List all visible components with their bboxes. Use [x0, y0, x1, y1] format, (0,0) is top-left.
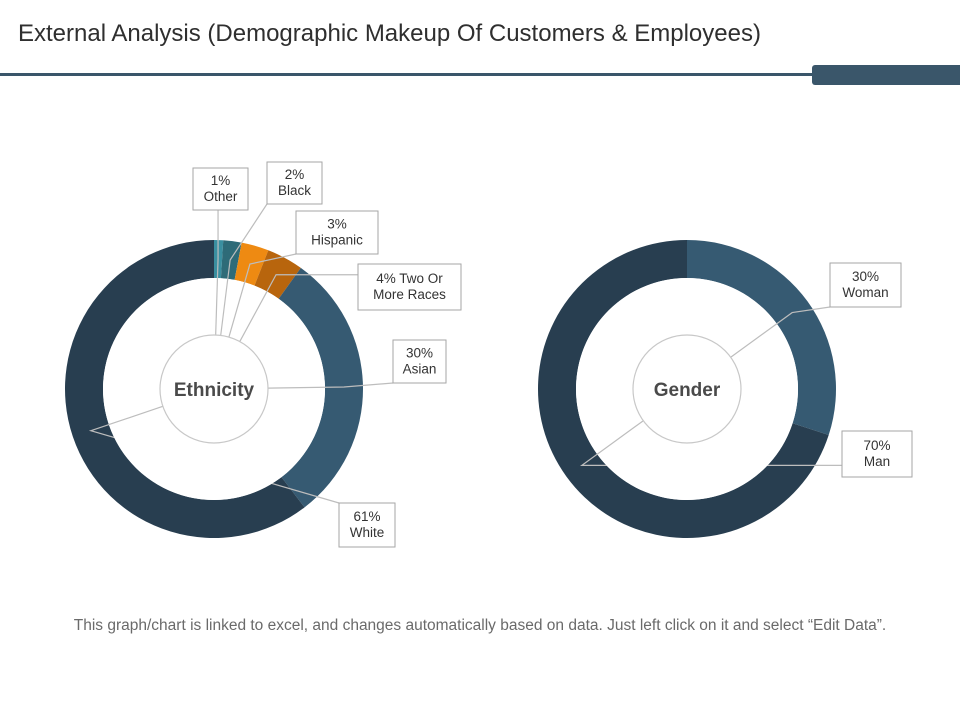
- ethnicity-spoke: [239, 291, 268, 342]
- callout-category-label: Hispanic: [311, 233, 363, 248]
- callout-value-label: 61%: [353, 509, 380, 524]
- callout-box: [829, 262, 902, 308]
- gender-spoke: [596, 420, 644, 455]
- callout-value-label: 30%: [852, 269, 879, 284]
- title-rule: [0, 73, 812, 76]
- callout-box: [357, 263, 462, 311]
- callout-box: [338, 502, 396, 548]
- ethnicity-callout-other: 1%Other: [192, 167, 249, 211]
- callout-category-label: White: [350, 525, 385, 540]
- ethnicity-donut-chart: Ethnicity 1%Other 2%Black 3%Hispanic 4% Two …: [65, 161, 462, 548]
- callout-category-label: More Races: [373, 287, 446, 302]
- callout-box: [266, 161, 323, 205]
- ethnicity-slice-asian[interactable]: [278, 267, 363, 508]
- ethnicity-callout-hispanic: 3%Hispanic: [295, 210, 379, 255]
- gender-center-circle: [632, 334, 742, 444]
- callout-category-label: Asian: [403, 362, 437, 377]
- callout-category-label: Man: [864, 454, 890, 469]
- callout-value-label: 30%: [406, 346, 433, 361]
- callout-box: [392, 339, 447, 384]
- callout-box: [192, 167, 249, 211]
- ethnicity-callout-black: 2%Black: [266, 161, 323, 205]
- callout-box: [841, 430, 913, 478]
- ethnicity-spoke: [267, 386, 325, 389]
- ethnicity-callout-asian: 30%Asian: [392, 339, 447, 384]
- gender-donut-chart: Gender 30%Woman 70%Man: [537, 240, 913, 538]
- title-accent-tab: [812, 65, 960, 85]
- callout-value-label: 1%: [211, 173, 231, 188]
- callout-value-label: 3%: [327, 217, 347, 232]
- callout-value-label: 70%: [863, 438, 890, 453]
- callout-category-label: Woman: [842, 285, 888, 300]
- gender-callout-man: 70%Man: [841, 430, 913, 478]
- ethnicity-spoke: [228, 282, 246, 338]
- gender-center-label: Gender: [654, 380, 721, 401]
- ethnicity-callout-white: 61%White: [338, 502, 396, 548]
- callout-box: [295, 210, 379, 255]
- page-title: External Analysis (Demographic Makeup Of…: [18, 20, 761, 47]
- ethnicity-spoke: [108, 405, 164, 426]
- ethnicity-spoke: [215, 278, 219, 336]
- gender-callout-woman: 30%Woman: [829, 262, 902, 308]
- callout-category-label: Other: [204, 189, 238, 204]
- ethnicity-slice-white[interactable]: [65, 240, 305, 538]
- ethnicity-spoke: [220, 278, 229, 336]
- callout-category-label: Black: [278, 183, 311, 198]
- ethnicity-center-circle: [159, 334, 269, 444]
- gender-slice-woman[interactable]: [687, 240, 836, 436]
- callout-category-label: 4% Two Or: [376, 271, 443, 286]
- callout-value-label: 2%: [285, 167, 305, 182]
- ethnicity-center-label: Ethnicity: [174, 380, 255, 401]
- gender-spoke: [730, 323, 778, 358]
- footnote: This graph/chart is linked to excel, and…: [73, 617, 887, 634]
